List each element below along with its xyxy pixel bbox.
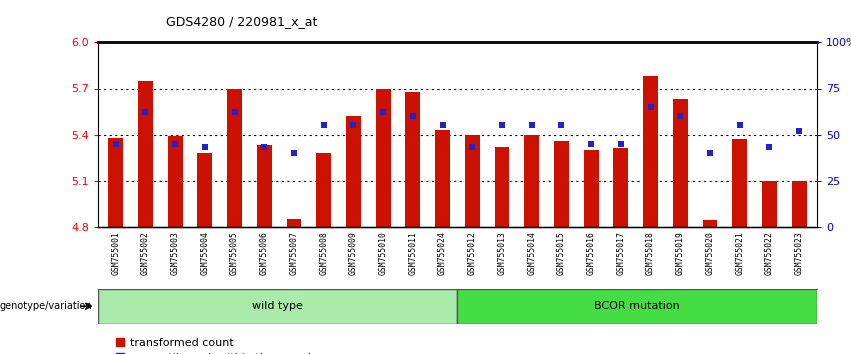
Bar	[108, 138, 123, 227]
Bar	[197, 153, 212, 227]
Bar	[614, 148, 628, 227]
Text: GSM755007: GSM755007	[289, 232, 299, 275]
Bar	[227, 88, 242, 227]
Bar	[732, 139, 747, 227]
Bar	[494, 147, 510, 227]
Text: GSM755014: GSM755014	[528, 232, 536, 275]
Bar	[703, 221, 717, 227]
Bar	[673, 99, 688, 227]
Text: GSM755016: GSM755016	[586, 232, 596, 275]
Text: GSM755005: GSM755005	[230, 232, 239, 275]
Text: GSM755019: GSM755019	[676, 232, 685, 275]
Text: GDS4280 / 220981_x_at: GDS4280 / 220981_x_at	[166, 15, 317, 28]
Bar	[465, 135, 480, 227]
Bar	[375, 88, 391, 227]
Text: GSM755020: GSM755020	[705, 232, 715, 275]
Text: GSM755017: GSM755017	[616, 232, 625, 275]
Legend: transformed count, percentile rank within the sample: transformed count, percentile rank withi…	[111, 333, 322, 354]
Bar	[791, 181, 807, 227]
Bar	[405, 92, 420, 227]
Text: GSM755015: GSM755015	[557, 232, 566, 275]
Bar	[584, 150, 598, 227]
Bar	[524, 135, 540, 227]
Text: GSM755011: GSM755011	[408, 232, 417, 275]
Text: GSM755003: GSM755003	[170, 232, 180, 275]
Text: GSM755006: GSM755006	[260, 232, 269, 275]
Text: GSM755012: GSM755012	[468, 232, 477, 275]
Bar	[287, 219, 301, 227]
Text: GSM755024: GSM755024	[438, 232, 447, 275]
Text: GSM755013: GSM755013	[498, 232, 506, 275]
Bar	[435, 130, 450, 227]
Text: GSM755022: GSM755022	[765, 232, 774, 275]
Text: BCOR mutation: BCOR mutation	[594, 301, 680, 311]
Text: GSM755018: GSM755018	[646, 232, 655, 275]
Bar	[762, 181, 777, 227]
Text: GSM755009: GSM755009	[349, 232, 358, 275]
Text: GSM755001: GSM755001	[111, 232, 120, 275]
Text: GSM755004: GSM755004	[200, 232, 209, 275]
Text: GSM755002: GSM755002	[141, 232, 150, 275]
Text: genotype/variation: genotype/variation	[0, 301, 93, 311]
Bar	[317, 153, 331, 227]
Text: GSM755023: GSM755023	[795, 232, 803, 275]
Bar	[168, 136, 183, 227]
Text: GSM755021: GSM755021	[735, 232, 745, 275]
Bar	[643, 76, 658, 227]
Text: GSM755008: GSM755008	[319, 232, 328, 275]
Text: GSM755010: GSM755010	[379, 232, 387, 275]
Text: wild type: wild type	[252, 301, 303, 311]
Bar	[257, 145, 271, 227]
Bar	[554, 141, 568, 227]
Bar	[346, 116, 361, 227]
Bar	[138, 81, 153, 227]
Bar	[458, 289, 817, 324]
Bar	[98, 289, 458, 324]
